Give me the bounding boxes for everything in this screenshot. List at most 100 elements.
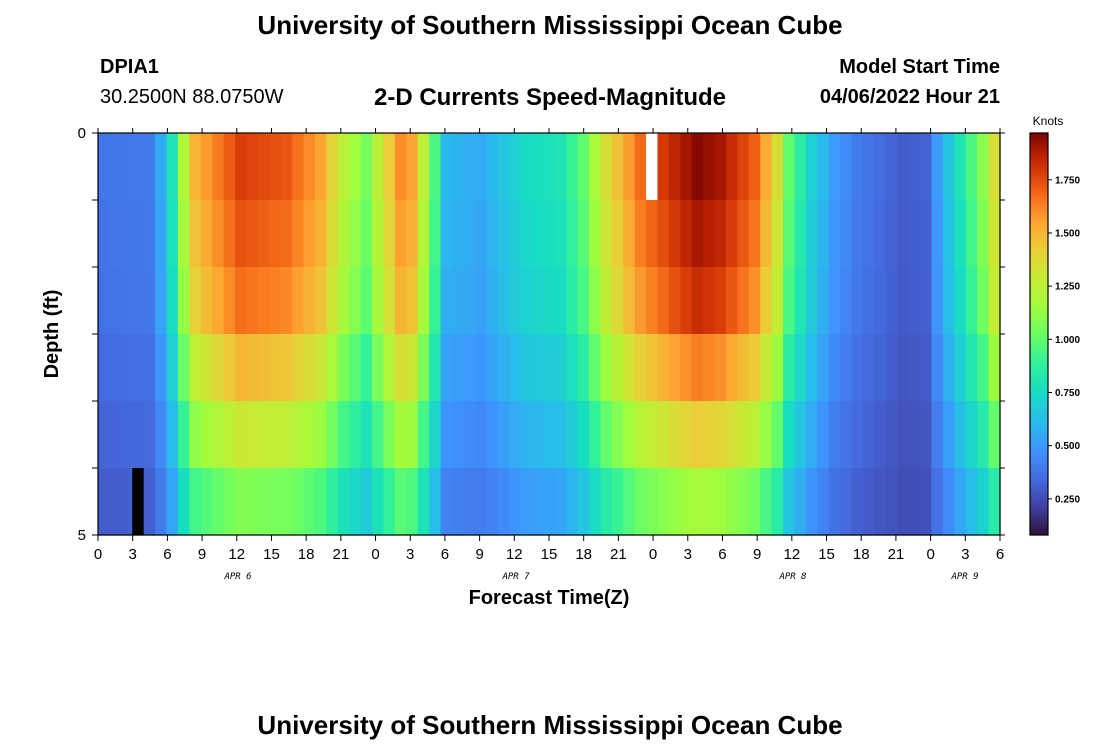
heatmap-cell [303, 200, 316, 268]
heatmap-cell [486, 401, 499, 469]
heatmap-cell [623, 334, 636, 402]
heatmap-cell [577, 267, 590, 335]
heatmap-cell [166, 401, 179, 469]
heatmap-cell [703, 133, 716, 201]
heatmap-cell [954, 334, 967, 402]
heatmap-cell [988, 468, 1001, 536]
heatmap-cell [554, 133, 567, 201]
heatmap-cell [212, 401, 225, 469]
heatmap-cell [657, 468, 670, 536]
heatmap-cell [851, 200, 864, 268]
heatmap-cell [406, 401, 419, 469]
heatmap-cell [531, 334, 544, 402]
heatmap-cell [543, 334, 556, 402]
heatmap-cell [680, 334, 693, 402]
heatmap-cell [383, 401, 396, 469]
heatmap-cell [828, 401, 841, 469]
heatmap-cell [885, 200, 898, 268]
heatmap-cell [646, 468, 659, 536]
heatmap-cell [851, 468, 864, 536]
heatmap-cell [554, 200, 567, 268]
heatmap-cell [725, 200, 738, 268]
y-axis-label: Depth (ft) [41, 290, 63, 379]
day-label: APR 7 [501, 572, 530, 582]
heatmap-cell [98, 133, 111, 201]
heatmap-cell [908, 200, 921, 268]
heatmap-cell [817, 267, 830, 335]
heatmap-cell [406, 200, 419, 268]
heatmap-cell [155, 334, 168, 402]
heatmap-cell [337, 401, 350, 469]
heatmap-cell [851, 133, 864, 201]
heatmap-cell [314, 334, 327, 402]
heatmap-cell [634, 267, 647, 335]
heatmap-cell [520, 200, 533, 268]
heatmap-cell [600, 468, 613, 536]
heatmap-cell [417, 401, 430, 469]
heatmap-cell [794, 133, 807, 201]
heatmap-cell [748, 133, 761, 201]
heatmap-cell [920, 267, 933, 335]
heatmap-cell [189, 133, 202, 201]
heatmap-cell [109, 468, 122, 536]
heatmap-cell [246, 468, 259, 536]
heatmap-cell [200, 200, 213, 268]
colorbar-tick-label: 1.750 [1055, 175, 1080, 186]
heatmap-cell [474, 401, 487, 469]
heatmap-cell [109, 267, 122, 335]
colorbar-tick-label: 1.500 [1055, 228, 1080, 239]
heatmap-cell [132, 267, 145, 335]
heatmap-cell [577, 468, 590, 536]
heatmap-cell [543, 133, 556, 201]
heatmap-cell [235, 133, 248, 201]
heatmap-cell [166, 133, 179, 201]
heatmap-cell [497, 468, 510, 536]
heatmap-cell [874, 334, 887, 402]
heatmap-cell [292, 334, 305, 402]
heatmap-cell [235, 267, 248, 335]
heatmap-cell [189, 200, 202, 268]
heatmap-cell [611, 133, 624, 201]
x-tick-label: 6 [996, 546, 1004, 563]
heatmap-cell [862, 468, 876, 536]
heatmap-cell [326, 133, 339, 201]
heatmap-cell [554, 334, 567, 402]
heatmap-cell [189, 334, 202, 402]
heatmap-cell [851, 267, 864, 335]
x-axis: 0 3 6 9 12 15 18 21 0 3 6 9 12 15 18 21 0 3 6 9 12 15 18 21 0 3 6 A… [94, 128, 1004, 582]
heatmap-cell [908, 468, 921, 536]
heatmap-cell [725, 267, 738, 335]
heatmap-cell [280, 133, 293, 201]
heatmap-cell [120, 200, 133, 268]
heatmap-cell [623, 401, 636, 469]
heatmap-cell [155, 200, 168, 268]
heatmap-cell [292, 200, 305, 268]
page-title: University of Southern Mississippi Ocean… [257, 10, 843, 40]
heatmap-cell [760, 133, 773, 201]
heatmap-cell [463, 133, 476, 201]
heatmap-cell [303, 468, 316, 536]
heatmap-cell [714, 468, 727, 536]
heatmap-cell [303, 334, 316, 402]
heatmap-cell [737, 468, 750, 536]
heatmap-cell [143, 468, 156, 536]
heatmap-cell [200, 267, 213, 335]
x-tick-label: 6 [163, 546, 171, 563]
heatmap-cell [269, 267, 282, 335]
heatmap-cell [646, 133, 659, 201]
heatmap-cell [223, 267, 236, 335]
day-label: APR 6 [223, 572, 251, 582]
heatmap-cell [828, 267, 841, 335]
heatmap-cell [611, 334, 624, 402]
heatmap-cell [543, 468, 556, 536]
heatmap-cell [417, 200, 430, 268]
heatmap-cell [566, 200, 579, 268]
x-tick-label: 18 [853, 546, 870, 563]
heatmap-cell [417, 334, 430, 402]
heatmap-cell [668, 468, 681, 536]
x-tick-label: 15 [818, 546, 835, 563]
heatmap-cell [372, 468, 385, 536]
heatmap-cell [851, 401, 864, 469]
x-tick-label: 21 [888, 546, 905, 563]
heatmap-cell [931, 200, 944, 268]
